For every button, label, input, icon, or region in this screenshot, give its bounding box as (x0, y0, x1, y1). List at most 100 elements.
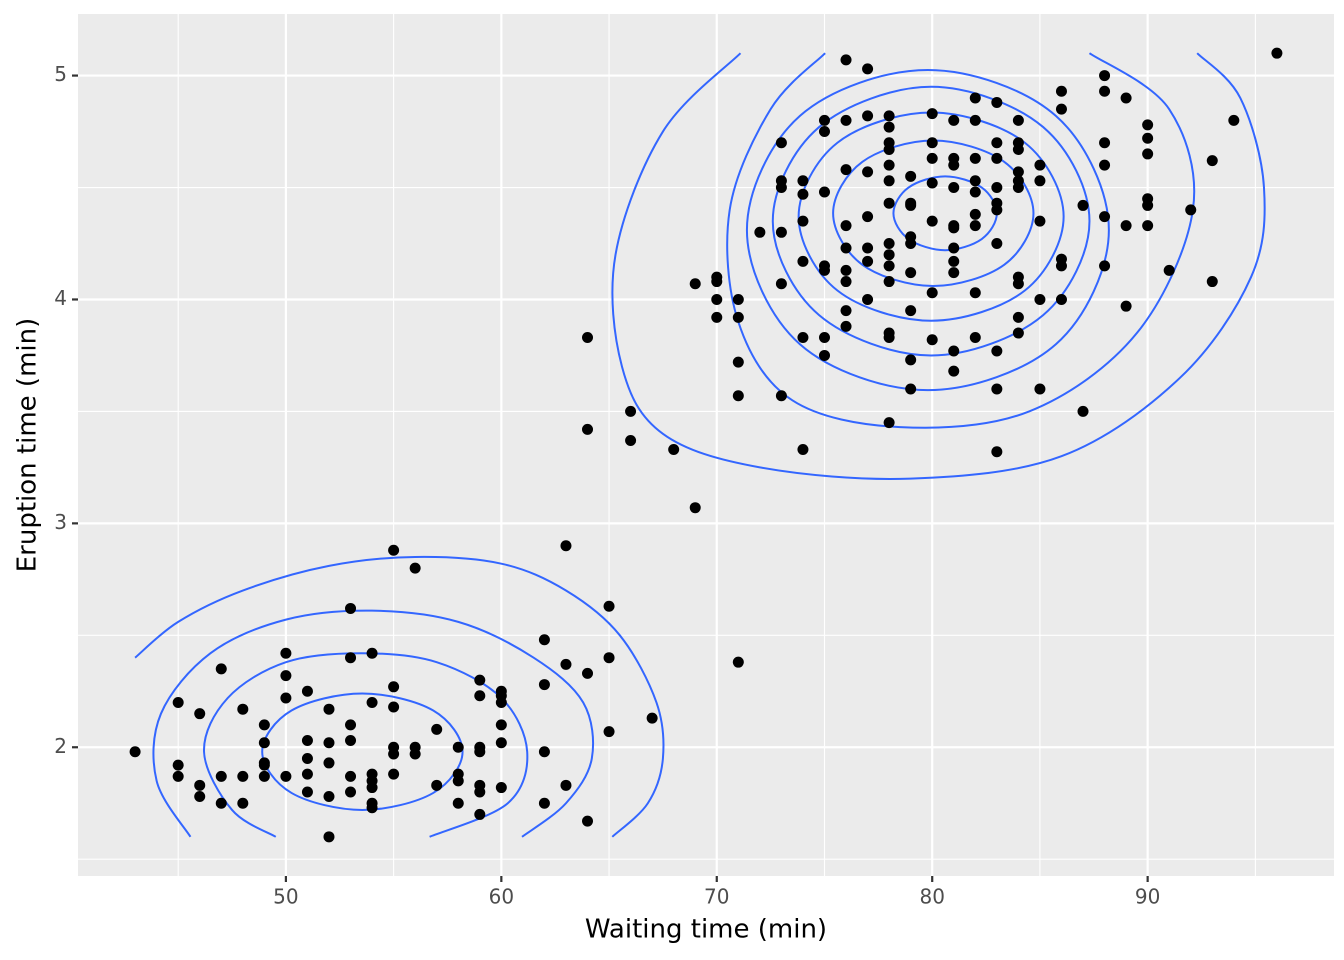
point (409, 748, 421, 760)
density-contour (203, 652, 529, 838)
point (840, 305, 852, 317)
point (129, 746, 141, 758)
point (797, 188, 809, 200)
point (883, 260, 895, 272)
point (840, 54, 852, 66)
point (345, 602, 357, 614)
point (948, 267, 960, 279)
point (840, 264, 852, 276)
point (732, 390, 744, 402)
point (797, 332, 809, 344)
point (775, 137, 787, 149)
point (775, 390, 787, 402)
density-contour (726, 52, 1196, 429)
point (388, 681, 400, 693)
density-contour (771, 85, 1091, 357)
point (969, 152, 981, 164)
point (1206, 276, 1218, 288)
point (237, 703, 249, 715)
point (538, 634, 550, 646)
point (905, 383, 917, 395)
point (991, 96, 1003, 108)
point (258, 770, 270, 782)
point (345, 770, 357, 782)
point (194, 779, 206, 791)
point (969, 287, 981, 299)
point (366, 802, 378, 814)
point (366, 782, 378, 794)
point (818, 114, 830, 126)
point (862, 63, 874, 75)
marks (129, 47, 1283, 843)
point (926, 108, 938, 120)
point (991, 204, 1003, 216)
point (668, 443, 680, 455)
point (818, 349, 830, 361)
point (1142, 220, 1154, 232)
point (1228, 114, 1240, 126)
point (323, 791, 335, 803)
point (582, 815, 594, 827)
point (926, 215, 938, 227)
point (883, 143, 895, 155)
point (625, 435, 637, 447)
point (862, 110, 874, 122)
point (948, 182, 960, 194)
point (194, 791, 206, 803)
point (538, 797, 550, 809)
point (926, 177, 938, 189)
x-tick-label: 50 (273, 885, 298, 909)
point (905, 267, 917, 279)
point (409, 562, 421, 574)
point (969, 175, 981, 187)
point (862, 242, 874, 254)
point (883, 175, 895, 187)
point (388, 701, 400, 713)
point (754, 226, 766, 238)
point (237, 797, 249, 809)
point (560, 779, 572, 791)
point (301, 786, 313, 798)
point (905, 170, 917, 182)
point (1271, 47, 1283, 59)
point (474, 786, 486, 798)
point (323, 703, 335, 715)
point (1099, 159, 1111, 171)
point (1055, 260, 1067, 272)
point (1034, 383, 1046, 395)
point (495, 737, 507, 749)
point (301, 735, 313, 747)
point (797, 215, 809, 227)
point (689, 502, 701, 514)
point (538, 679, 550, 691)
point (474, 690, 486, 702)
point (905, 199, 917, 211)
point (969, 208, 981, 220)
density-contour (745, 68, 1110, 392)
point (1099, 211, 1111, 223)
point (345, 735, 357, 747)
density-contour (152, 609, 595, 838)
point (1206, 155, 1218, 167)
point (1142, 148, 1154, 160)
point (495, 782, 507, 794)
point (301, 768, 313, 780)
point (840, 220, 852, 232)
point (948, 222, 960, 234)
x-tick-label: 70 (704, 885, 729, 909)
point (991, 237, 1003, 249)
point (215, 770, 227, 782)
point (194, 708, 206, 720)
point (323, 757, 335, 769)
point (883, 159, 895, 171)
point (818, 332, 830, 344)
point (711, 311, 723, 323)
point (301, 752, 313, 764)
y-tick-label: 4 (54, 286, 67, 310)
point (948, 365, 960, 377)
point (603, 726, 615, 738)
point (862, 211, 874, 223)
point (905, 305, 917, 317)
density-contour (261, 692, 464, 811)
